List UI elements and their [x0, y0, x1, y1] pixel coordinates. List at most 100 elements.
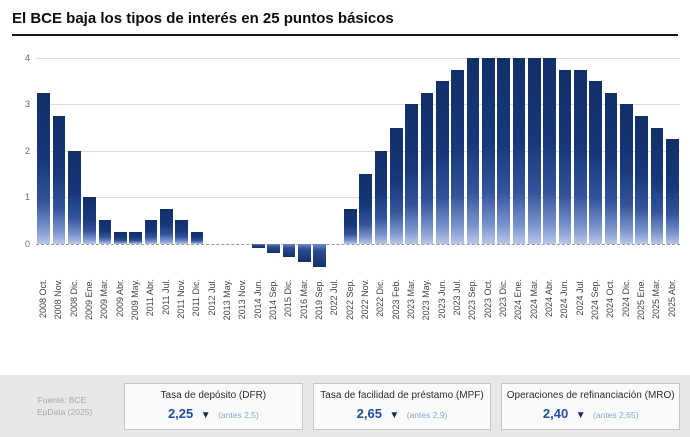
source-line-1: Fuente: BCE — [37, 394, 87, 405]
bar — [466, 57, 480, 244]
x-axis-cell: 2025 Ene. — [634, 279, 649, 361]
bar — [83, 197, 96, 244]
x-axis-label: 2009 Mar. — [99, 279, 110, 320]
x-axis-cell: 2013 Nov. — [235, 279, 250, 361]
down-triangle-icon: ▼ — [575, 409, 586, 421]
x-axis-cell: 2008 Dic. — [67, 279, 82, 361]
x-axis-label: 2016 Mar. — [298, 279, 309, 320]
down-triangle-icon: ▼ — [200, 409, 211, 421]
bar — [620, 104, 633, 244]
page-title: El BCE baja los tipos de interés en 25 p… — [12, 10, 394, 27]
x-axis-cell: 2011 Jul. — [159, 279, 174, 361]
bar — [374, 150, 388, 244]
x-axis-cell: 2022 Jul. — [327, 279, 342, 361]
bar — [160, 208, 173, 244]
x-axis-label: 2009 May. — [130, 279, 141, 321]
stat-box-refinancing-rate: Operaciones de refinanciación (MRO) 2,40… — [501, 382, 681, 430]
x-axis-cell: 2022 Sep. — [343, 279, 358, 361]
bar — [589, 81, 602, 244]
x-axis-cell: 2012 Jul. — [205, 279, 220, 361]
x-axis-label: 2008 Oct. — [38, 279, 49, 319]
bar — [344, 208, 357, 244]
x-axis-cell: 2023 Sep. — [465, 279, 480, 361]
x-axis-label: 2025 Abr. — [666, 279, 677, 318]
x-axis-label: 2009 Abr. — [114, 279, 125, 318]
x-axis-cell: 2023 Oct. — [481, 279, 496, 361]
y-axis-tick-label: 1 — [24, 192, 30, 203]
bar — [298, 243, 311, 263]
x-axis-cell: 2015 Dic. — [281, 279, 296, 361]
bar — [114, 231, 127, 244]
x-axis-label: 2024 Jul. — [574, 279, 585, 316]
stat-previous-value: (antes 2,65) — [593, 409, 639, 420]
y-axis-tick-label: 2 — [24, 145, 30, 156]
x-axis-label: 2024 Ene. — [513, 279, 524, 321]
x-axis-cell: 2011 Nov. — [174, 279, 189, 361]
bar — [252, 243, 265, 249]
bar — [175, 220, 188, 244]
x-axis-cell: 2011 Abr. — [143, 279, 158, 361]
x-axis-label: 2011 Jul. — [160, 279, 171, 315]
stat-value: 2,65 — [356, 405, 382, 421]
x-axis-cell: 2009 Ene. — [82, 279, 97, 361]
bar — [574, 69, 587, 244]
bar — [543, 57, 556, 244]
source-line-2: · EpData (2025) — [31, 407, 93, 417]
bar — [666, 139, 679, 244]
x-axis-cell: 2019 Sep. — [312, 279, 327, 361]
x-axis-label: 2022 Nov. — [360, 279, 371, 320]
x-axis-label: 2011 Nov. — [176, 279, 187, 319]
x-axis-cell: 2023 Jul. — [450, 279, 465, 361]
x-axis-label: 2019 Sep. — [314, 279, 325, 321]
stat-box-deposit-rate: Tasa de depósito (DFR) 2,25 ▼ (antes 2,5… — [124, 382, 303, 430]
x-axis-label: 2023 Jul. — [452, 279, 463, 316]
x-axis-label: 2013 May. — [222, 279, 233, 321]
x-axis-cell: 2025 Abr. — [664, 279, 679, 361]
x-axis-cell: 2024 Dic. — [618, 279, 633, 361]
x-axis-cell: 2009 Mar. — [97, 279, 112, 361]
x-axis-label: 2022 Jul. — [329, 279, 340, 316]
bar — [144, 220, 158, 244]
gridline: 2 — [25, 146, 680, 156]
bar — [405, 104, 418, 244]
x-axis-label: 2024 Jun. — [559, 279, 570, 319]
bar — [52, 115, 66, 244]
source-attribution: Fuente: BCE · EpData (2025) — [10, 394, 114, 419]
bar — [37, 92, 50, 244]
x-axis-cell: 2009 May. — [128, 279, 143, 361]
x-axis-cell: 2023 May. — [419, 279, 434, 361]
bar — [451, 69, 464, 244]
x-axis-cell: 2014 Sep. — [266, 279, 281, 361]
x-axis-label: 2024 Sep. — [589, 279, 600, 321]
stat-box-lending-facility-rate: Tasa de facilidad de préstamo (MPF) 2,65… — [312, 382, 492, 430]
stat-value-row: 2,40 ▼ (antes 2,65) — [506, 406, 675, 422]
x-axis-label: 2015 Dic. — [283, 279, 294, 318]
y-axis-tick-label: 3 — [24, 99, 30, 110]
footer-band: Fuente: BCE · EpData (2025) Tasa de depó… — [0, 375, 690, 437]
x-axis-cell: 2024 Mar. — [527, 279, 542, 361]
stat-value: 2,40 — [542, 405, 569, 421]
x-axis-label: 2023 Oct. — [482, 279, 493, 319]
bar — [420, 92, 434, 244]
x-axis-cell: 2023 Mar. — [404, 279, 419, 361]
stat-label: Tasa de depósito (DFR) — [160, 389, 267, 401]
gridline: 3 — [25, 99, 680, 109]
bar — [558, 69, 572, 244]
x-axis-label: 2024 Oct. — [605, 279, 616, 319]
stat-label: Operaciones de refinanciación (MRO) — [506, 389, 675, 401]
x-axis-cell: 2008 Oct. — [36, 279, 51, 361]
x-axis: 2008 Oct. 2008 Nov. 2008 Dic. 2009 Ene. 2009… — [36, 279, 680, 361]
x-axis-label: 2023 Sep. — [467, 279, 478, 321]
x-axis-label: 2013 Nov. — [237, 279, 248, 320]
x-axis-label: 2023 Mar. — [406, 279, 417, 320]
x-axis-label: 2023 Feb. — [390, 279, 401, 320]
x-axis-cell: 2024 Sep. — [588, 279, 603, 361]
bar — [282, 243, 296, 258]
y-axis-tick-label: 0 — [24, 238, 30, 249]
bar — [313, 243, 326, 267]
bar — [482, 57, 495, 244]
x-axis-label: 2024 Abr. — [543, 279, 554, 318]
bar — [359, 173, 372, 244]
x-axis-label: 2025 Mar. — [651, 279, 662, 320]
x-axis-cell: 2024 Ene. — [511, 279, 526, 361]
